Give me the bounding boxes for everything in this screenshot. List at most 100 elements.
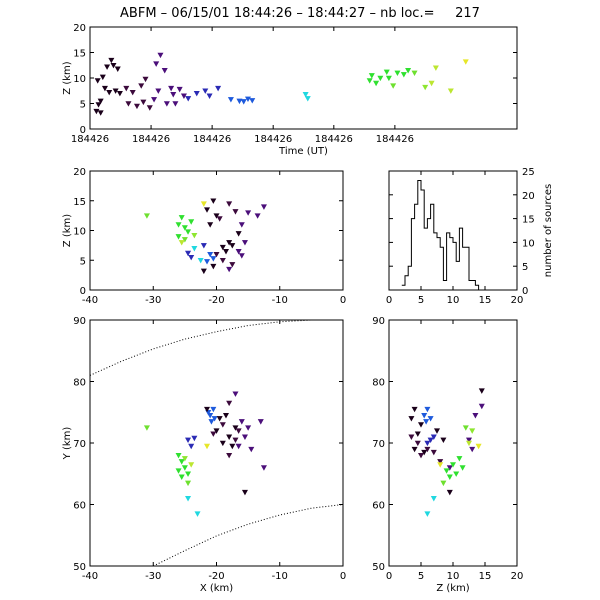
- x-tick-label: -40: [82, 571, 98, 582]
- source-point: [213, 213, 220, 219]
- time-height-panel: 184426 184426 184426 184426 184426 1844260510…: [62, 23, 518, 157]
- source-point: [446, 474, 453, 480]
- y-tick-label: 5: [80, 100, 86, 111]
- source-point: [110, 62, 117, 69]
- source-point: [104, 64, 111, 70]
- source-point: [191, 435, 198, 442]
- source-point: [108, 57, 115, 64]
- source-point: [97, 98, 104, 105]
- source-point: [421, 413, 428, 419]
- x-tick-label: 184426: [376, 134, 414, 145]
- x-tick-label: 0: [340, 295, 346, 306]
- source-point: [260, 465, 267, 471]
- source-point: [178, 240, 185, 246]
- y-tick-label: 50: [73, 562, 86, 573]
- source-point: [245, 210, 252, 216]
- source-point: [185, 496, 192, 502]
- source-point: [172, 101, 179, 107]
- source-point: [390, 83, 397, 89]
- x-tick-label: -40: [82, 295, 98, 306]
- source-point: [235, 443, 242, 450]
- source-point: [140, 99, 147, 106]
- y-tick-label: 0: [80, 125, 86, 136]
- source-point: [116, 91, 123, 97]
- time_height-frame: [89, 26, 518, 130]
- x-tick-label: -30: [145, 571, 161, 582]
- source-point: [170, 92, 177, 98]
- source-point: [123, 85, 130, 92]
- source-point: [411, 446, 418, 453]
- source-point: [210, 263, 217, 270]
- x-tick-label: -10: [272, 295, 288, 306]
- source-point: [465, 437, 473, 444]
- source-point: [241, 489, 248, 496]
- source-point: [229, 243, 236, 249]
- source-point: [232, 425, 239, 431]
- y-tick-label: 0: [522, 286, 528, 297]
- source-point: [219, 422, 226, 428]
- figure-title: ABFM – 06/15/01 18:44:26 – 18:44:27 – nb…: [120, 6, 480, 21]
- source-point: [475, 443, 482, 450]
- source-point: [142, 76, 149, 83]
- y-axis-label: Z (km): [62, 61, 73, 94]
- x-tick-label: 184426: [254, 134, 292, 145]
- x-tick-label: 15: [479, 571, 492, 582]
- source-point: [366, 78, 373, 84]
- x-tick-label: 15: [479, 295, 492, 306]
- source-point: [238, 419, 245, 425]
- source-point: [423, 419, 430, 425]
- x-tick-label: 5: [418, 295, 424, 306]
- source-point: [229, 262, 236, 268]
- y-tick-label: 90: [73, 316, 86, 327]
- source-point: [414, 431, 421, 437]
- source-point: [129, 89, 136, 96]
- source-point: [229, 443, 236, 450]
- source-point: [465, 440, 473, 447]
- source-point: [260, 204, 267, 210]
- source-point: [181, 225, 188, 231]
- x-tick-label: 0: [386, 295, 392, 306]
- y-tick-label: 20: [73, 23, 86, 34]
- source-point: [161, 68, 168, 74]
- x_height-plot-area: [143, 198, 267, 275]
- source-point: [432, 65, 439, 71]
- source-point: [222, 249, 229, 255]
- source-point: [188, 254, 195, 261]
- source-point: [157, 52, 164, 59]
- source-point: [459, 465, 466, 471]
- source-point: [222, 413, 229, 419]
- source-point: [241, 240, 248, 246]
- source-point: [143, 425, 150, 431]
- source-point: [178, 459, 185, 465]
- plan-view-panel: -40 -30 -20 -10 0 50 60 70 80 90 X (km) Y (km): [62, 316, 346, 594]
- source-point: [226, 434, 233, 440]
- source-point: [204, 406, 211, 413]
- source-point: [433, 428, 441, 434]
- source-point: [216, 416, 223, 422]
- height_histogram-plot-area: [401, 180, 482, 290]
- source-point: [405, 68, 412, 74]
- source-point: [240, 99, 247, 105]
- time_height-plot-area: [93, 52, 469, 116]
- source-point: [200, 201, 207, 207]
- source-point: [427, 416, 434, 422]
- source-point: [373, 80, 380, 87]
- source-point: [207, 222, 214, 228]
- source-point: [176, 86, 183, 93]
- height-y-panel: 0 5 10 15 20 50 60 70 80 90 Z (km): [372, 316, 523, 594]
- source-point: [112, 88, 119, 94]
- source-point: [227, 97, 234, 103]
- plan_view-plot-area: [90, 320, 343, 566]
- y-tick-label: 90: [372, 316, 385, 327]
- source-point: [175, 222, 182, 228]
- x_height-frame: [89, 170, 344, 291]
- height_y-frame: [388, 319, 518, 567]
- x-tick-label: -20: [208, 295, 224, 306]
- source-point: [213, 428, 220, 434]
- source-point: [185, 250, 192, 257]
- y-tick-label: 60: [372, 501, 385, 512]
- source-point: [178, 474, 185, 480]
- source-point: [238, 222, 245, 228]
- source-point: [204, 443, 211, 450]
- source-point: [437, 462, 444, 468]
